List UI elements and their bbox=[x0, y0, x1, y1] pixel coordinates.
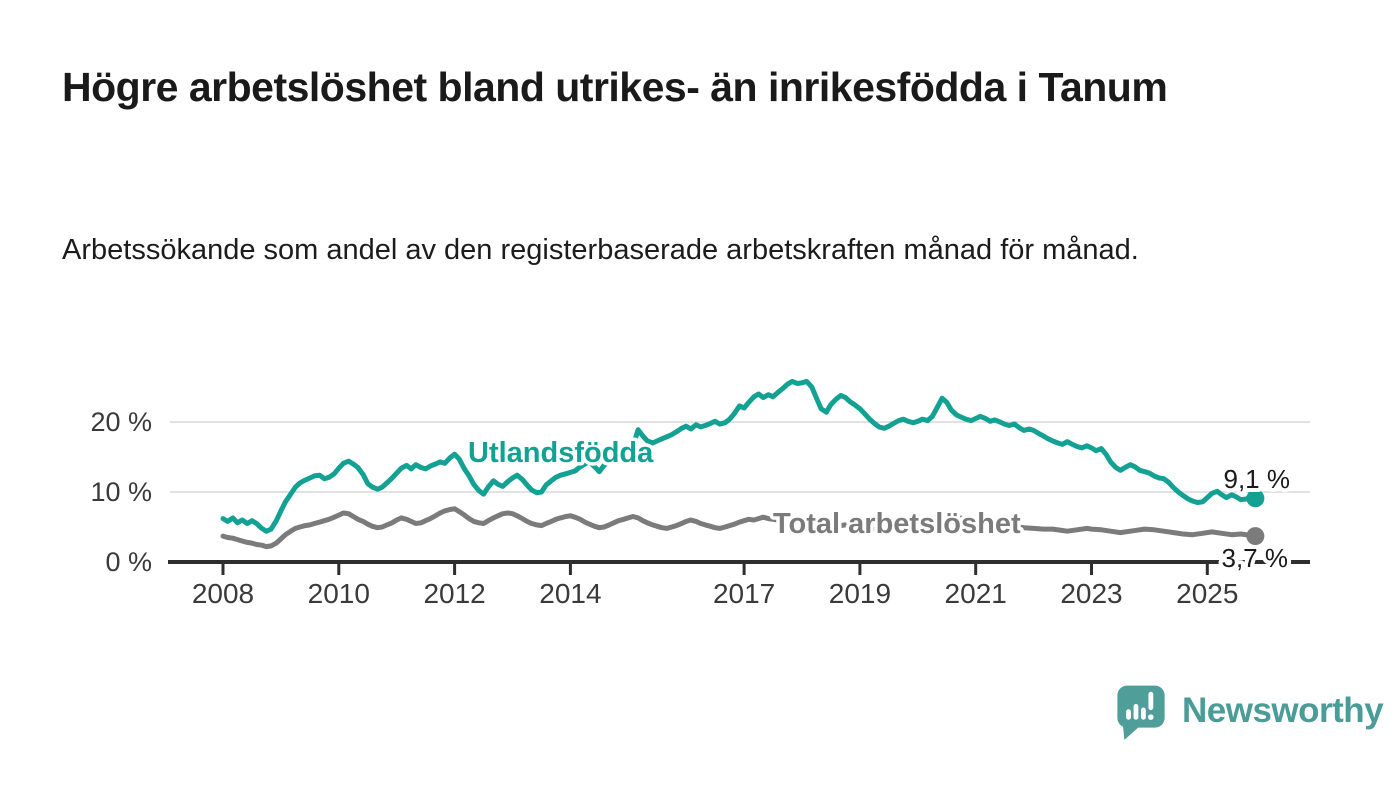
x-axis-label: 2010 bbox=[308, 578, 370, 609]
series-label-utlandsfodda: Utlandsfödda bbox=[468, 437, 654, 469]
series-line-utlandsfodda bbox=[220, 378, 1258, 534]
x-axis-label: 2019 bbox=[829, 578, 891, 609]
x-axis-label: 2014 bbox=[539, 578, 601, 609]
value-label-utlandsfodda: 9,1 % bbox=[1224, 464, 1291, 494]
x-axis-label: 2008 bbox=[192, 578, 254, 609]
page-title: Högre arbetslöshet bland utrikes- än inr… bbox=[62, 64, 1168, 110]
newsworthy-logo-icon bbox=[1117, 685, 1165, 740]
x-axis-label: 2012 bbox=[423, 578, 485, 609]
y-axis-label: 10 % bbox=[90, 477, 152, 507]
logo-bars-icon bbox=[1126, 691, 1154, 720]
series-line-total bbox=[220, 506, 1258, 550]
series-end-dot-utlandsfodda bbox=[1246, 489, 1265, 508]
series-label-total: Total arbetslöshet bbox=[773, 508, 1021, 540]
newsworthy-logo: Newsworthy bbox=[1113, 682, 1384, 740]
chart-subtitle: Arbetssökande som andel av den registerb… bbox=[62, 234, 1139, 266]
x-axis-label: 2017 bbox=[713, 578, 775, 609]
x-axis-label: 2025 bbox=[1176, 578, 1238, 609]
value-label-total: 3,7 % bbox=[1222, 543, 1289, 573]
newsworthy-logo-text: Newsworthy bbox=[1182, 691, 1384, 730]
y-axis-label: 0 % bbox=[105, 547, 152, 577]
y-axis-label: 20 % bbox=[90, 407, 152, 437]
x-axis-label: 2021 bbox=[945, 578, 1007, 609]
series-end-dot-total bbox=[1246, 527, 1265, 546]
x-axis-label: 2023 bbox=[1060, 578, 1122, 609]
